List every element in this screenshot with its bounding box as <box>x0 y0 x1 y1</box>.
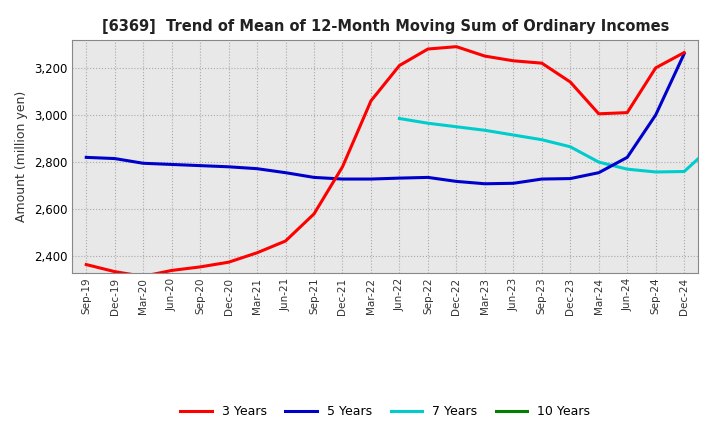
3 Years <box>395 63 404 68</box>
3 Years <box>82 262 91 267</box>
5 Years <box>537 176 546 182</box>
5 Years <box>623 155 631 160</box>
5 Years <box>310 175 318 180</box>
7 Years <box>595 159 603 165</box>
5 Years <box>452 179 461 184</box>
7 Years <box>395 116 404 121</box>
5 Years <box>566 176 575 181</box>
5 Years <box>509 181 518 186</box>
Title: [6369]  Trend of Mean of 12-Month Moving Sum of Ordinary Incomes: [6369] Trend of Mean of 12-Month Moving … <box>102 19 669 34</box>
7 Years <box>680 169 688 174</box>
3 Years <box>623 110 631 115</box>
5 Years <box>110 156 119 161</box>
7 Years <box>509 132 518 138</box>
3 Years <box>566 79 575 84</box>
7 Years <box>623 166 631 172</box>
3 Years <box>225 260 233 265</box>
5 Years <box>167 162 176 167</box>
5 Years <box>139 161 148 166</box>
7 Years <box>480 128 489 133</box>
5 Years <box>82 155 91 160</box>
5 Years <box>423 175 432 180</box>
5 Years <box>338 176 347 182</box>
3 Years <box>253 250 261 255</box>
3 Years <box>537 61 546 66</box>
3 Years <box>509 58 518 63</box>
5 Years <box>595 170 603 175</box>
3 Years <box>110 269 119 274</box>
3 Years <box>652 65 660 70</box>
3 Years <box>196 264 204 270</box>
3 Years <box>167 268 176 273</box>
7 Years <box>423 121 432 126</box>
3 Years <box>595 111 603 117</box>
5 Years <box>395 176 404 181</box>
5 Years <box>366 176 375 182</box>
3 Years <box>338 164 347 169</box>
3 Years <box>139 274 148 279</box>
5 Years <box>680 51 688 56</box>
3 Years <box>480 53 489 59</box>
3 Years <box>282 238 290 244</box>
3 Years <box>423 46 432 51</box>
7 Years <box>452 124 461 129</box>
Line: 3 Years: 3 Years <box>86 47 684 276</box>
3 Years <box>452 44 461 49</box>
7 Years <box>708 143 717 148</box>
5 Years <box>253 166 261 171</box>
Y-axis label: Amount (million yen): Amount (million yen) <box>15 91 28 222</box>
Legend: 3 Years, 5 Years, 7 Years, 10 Years: 3 Years, 5 Years, 7 Years, 10 Years <box>176 400 595 423</box>
5 Years <box>196 163 204 168</box>
Line: 5 Years: 5 Years <box>86 54 684 184</box>
5 Years <box>652 112 660 117</box>
5 Years <box>480 181 489 187</box>
7 Years <box>537 137 546 143</box>
5 Years <box>282 170 290 175</box>
3 Years <box>680 50 688 55</box>
Line: 7 Years: 7 Years <box>400 118 713 172</box>
7 Years <box>652 169 660 175</box>
7 Years <box>566 144 575 150</box>
3 Years <box>366 98 375 103</box>
5 Years <box>225 164 233 169</box>
3 Years <box>310 211 318 216</box>
